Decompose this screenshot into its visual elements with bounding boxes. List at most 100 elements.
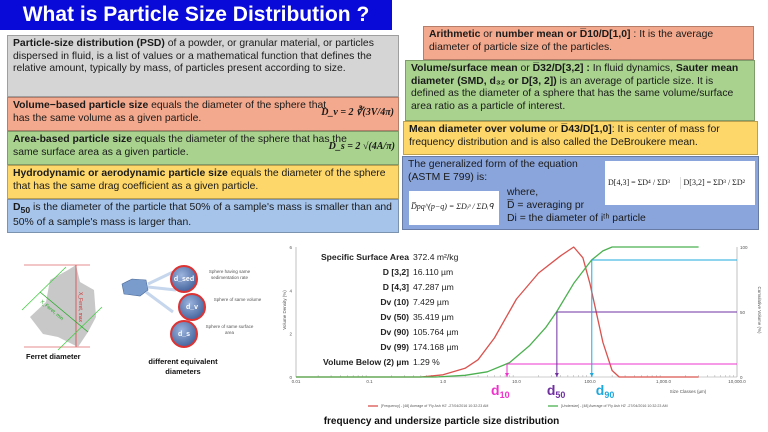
y-tick-label: 2 — [289, 332, 292, 337]
sphere-symbol: d_sed — [173, 275, 195, 283]
volume-text: equals the diameter of the sphere that h… — [13, 100, 327, 124]
volume-based-box: Volume−based particle size equals the di… — [7, 97, 399, 131]
stat-row: Dv (99) 174.168 µm — [300, 340, 458, 355]
d50-box: D50 is the diameter of the particle that… — [7, 199, 399, 233]
sphere-symbol: d_v — [185, 303, 199, 311]
volume-surface-mean-box: Volume/surface mean or D̅32/D[3,2] : In … — [405, 60, 755, 121]
series-line-undersize — [296, 246, 699, 378]
stat-label: D [3,2] — [382, 267, 409, 277]
stat-row: Dv (90) 105.764 µm — [300, 325, 459, 340]
stat-value: 35.419 µm — [413, 312, 454, 322]
sphere-0: d_sed — [170, 265, 198, 293]
vs-text1: In fluid dynamics, — [589, 63, 676, 74]
diameter-text: Di = the diameter of iᵗʰ particle — [507, 213, 646, 224]
y-tick-label: 6 — [289, 245, 292, 250]
marker-subscript: 90 — [604, 390, 614, 400]
stat-value: 372.4 m²/kg — [413, 252, 459, 262]
stat-value: 7.429 µm — [413, 297, 450, 307]
slide-title: What is Particle Size Distribution ? — [0, 0, 392, 30]
x-tick-label: 0.01 — [292, 379, 301, 384]
mv-text: : It is center of mass for frequency dis… — [409, 124, 720, 148]
ferret-min-line — [39, 291, 89, 333]
stat-row: D [4,3] 47.287 µm — [300, 280, 459, 295]
psd-term: Particle-size distribution (PSD) — [13, 38, 165, 49]
x-tick-label: 10.0 — [512, 379, 521, 384]
stat-label: D [4,3] — [382, 282, 409, 292]
d50-sub: 50 — [20, 205, 31, 216]
vs-symbol: D̅32/D[3,2] : — [532, 63, 590, 74]
area-term: Area-based particle size — [13, 134, 132, 145]
sauter-term: Sauter mean diameter (SMD, d₃₂ or D[3, 2… — [411, 63, 739, 87]
y-axis-label: Volume Density (%) — [282, 290, 287, 330]
d43-formula: D[4,3] = ΣD⁴ / ΣD³ — [605, 176, 681, 190]
stat-value: 105.764 µm — [413, 327, 459, 337]
stat-label: Dv (99) — [380, 342, 409, 352]
stat-row: Dv (10) 7.429 µm — [300, 295, 459, 310]
d50-term: D — [13, 202, 21, 213]
equivalent-diameters-illustration — [121, 270, 177, 314]
x-tick-label: 1.0 — [440, 379, 447, 384]
marker-arrow — [554, 373, 559, 377]
x-axis-label: Size Classes (µm) — [670, 389, 707, 394]
stat-row: Dv (50) 35.419 µm — [300, 310, 459, 325]
stat-label: Dv (10) — [380, 297, 409, 307]
y-tick-label: 0 — [289, 375, 292, 380]
particle-shape — [121, 278, 149, 297]
mv-term: Mean diameter over volume — [409, 124, 546, 135]
stat-label: Specific Surface Area — [320, 252, 409, 262]
x-tick-label: 100.0 — [584, 379, 596, 384]
hydro-text: equals the diameter of the sphere that h… — [13, 168, 386, 192]
series-line-frequency — [296, 246, 699, 378]
legend-entry: [Frequency] - [48] Average of 'Fly Ash H… — [381, 404, 488, 408]
hydrodynamic-box: Hydrodynamic or aerodynamic particle siz… — [7, 165, 399, 199]
marker-arrow — [589, 373, 594, 377]
volume-term: Volume−based particle size — [13, 100, 149, 111]
arith-symbol: number mean or D̅10/D[1,0] — [495, 29, 631, 40]
where-label: where, — [507, 187, 539, 198]
averaging-text: D̅ = averaging pr — [507, 200, 585, 211]
hydro-term: Hydrodynamic or aerodynamic particle siz… — [13, 168, 228, 179]
sphere-2: d_s — [170, 320, 198, 348]
stat-label: Dv (50) — [380, 312, 409, 322]
mv-symbol: D̅43/D[1,0] — [560, 124, 612, 135]
y2-tick-label: 100 — [740, 245, 748, 250]
ferret-label: Ferret diameter — [26, 352, 81, 361]
marker-arrow — [505, 373, 510, 377]
sphere-description: Sphere of same volume — [213, 297, 262, 302]
marker-label: d90 — [596, 382, 615, 400]
y2-tick-label: 50 — [740, 310, 746, 315]
y2-axis-label: Cumulative Volume (%) — [757, 286, 762, 334]
sphere-description: Sphere having same sedimentation rate — [208, 269, 251, 280]
mv-or: or — [545, 124, 561, 135]
marker-label: d10 — [491, 382, 510, 400]
stat-row: Specific Surface Area 372.4 m²/kg — [300, 250, 459, 265]
vs-text2: is an average of particle size. It is de… — [411, 75, 734, 112]
area-formula: D_s = 2 √(4A/π) — [328, 141, 395, 152]
psd-text: of a powder, or granular material, or pa… — [13, 38, 374, 75]
volume-formula: D_v = 2 ∛(3V/4π) — [321, 107, 394, 118]
sphere-symbol: d_s — [177, 330, 191, 338]
general-line1: The generalized form of the equation — [408, 159, 578, 170]
stat-row: Volume Below (2) µm 1.29 % — [300, 355, 459, 370]
vs-or: or — [517, 63, 533, 74]
legend-entry: [Undersize] - [48] Average of 'Fly Ash H… — [561, 404, 668, 408]
general-line2: (ASTM E 799) is: — [408, 171, 488, 183]
chart-caption: frequency and undersize particle size di… — [323, 416, 560, 427]
equivalent-label: different equivalent diameters — [148, 357, 218, 376]
d50-text: is the diameter of the particle that 50%… — [13, 202, 392, 228]
stat-value: 1.29 % — [413, 357, 440, 367]
marker-subscript: 10 — [500, 390, 510, 400]
psd-chart: 0.01 0.1 1.0 10.0 100.0 1,000.0 10,000.0024605… — [282, 245, 762, 408]
stat-label: Dv (90) — [380, 327, 409, 337]
marker-label: d50 — [547, 382, 566, 400]
x-tick-label: 1,000.0 — [656, 379, 672, 384]
x-tick-label: 10,000.0 — [728, 379, 746, 384]
d32-formula: D[3,2] = ΣD³ / ΣD² — [683, 177, 746, 187]
sphere-description: Sphere of same surface area — [205, 324, 254, 335]
arithmetic-mean-box: Arithmetic or number mean or D̅10/D[1,0]… — [423, 26, 754, 60]
stat-value: 16.110 µm — [413, 267, 454, 277]
x-tick-label: 0.1 — [366, 379, 373, 384]
ferret-diameter-illustration: X_Feret, max X_Feret, min — [21, 264, 103, 351]
area-based-box: Area-based particle size equals the diam… — [7, 131, 399, 165]
marker-subscript: 50 — [555, 390, 565, 400]
